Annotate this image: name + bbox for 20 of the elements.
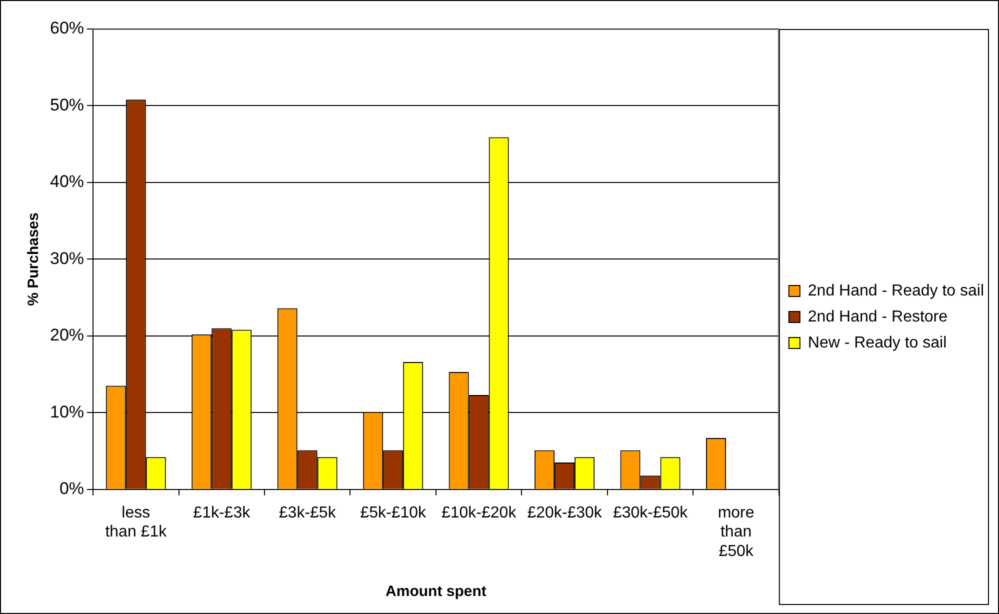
y-axis-title: % Purchases: [25, 212, 42, 306]
x-tick-label: £10k-£20k: [441, 504, 518, 522]
y-tick-label: 50%: [50, 95, 84, 114]
x-tick-label: £5k-£10k: [360, 504, 427, 522]
x-tick-label: more than £50k: [718, 504, 754, 560]
y-tick-label: 10%: [50, 402, 84, 422]
y-tick-label: 40%: [50, 172, 84, 192]
x-axis-title: Amount spent: [386, 583, 486, 600]
x-tick-label: £3k-£5k: [278, 504, 337, 522]
y-tick-label: 30%: [50, 248, 84, 268]
y-tick-label: 0%: [59, 479, 84, 498]
legend-label: 2nd Hand - Ready to sail: [808, 282, 984, 300]
x-tick-label: less than £1k: [105, 504, 168, 541]
legend-label: New - Ready to sail: [808, 334, 947, 352]
x-tick-label: £20k-£30k: [527, 504, 603, 522]
y-tick-label: 60%: [50, 18, 84, 38]
x-tick-label: £30k-£50k: [612, 504, 689, 522]
legend-label: 2nd Hand - Restore: [808, 308, 948, 326]
x-tick-label: £1k-£3k: [193, 504, 252, 522]
y-tick-label: 20%: [50, 326, 84, 345]
